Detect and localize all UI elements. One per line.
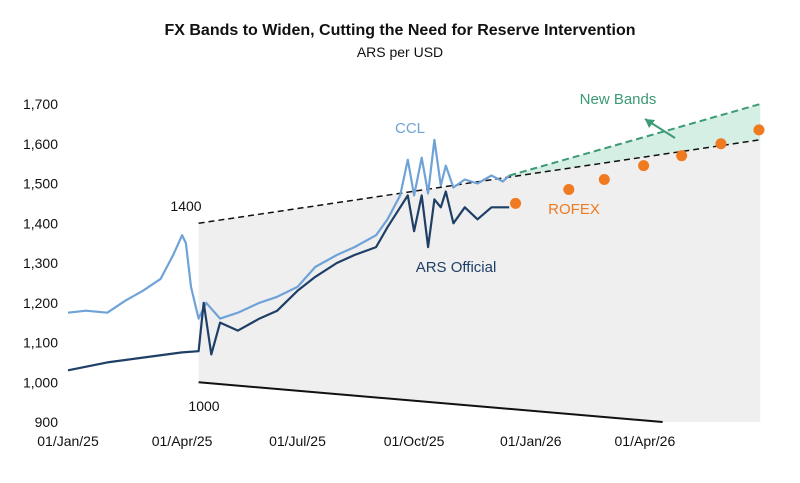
y-tick-label: 1,400 [23,215,58,231]
rofex-point [510,197,522,209]
y-tick-label: 1,700 [23,96,58,112]
rofex-point [715,138,727,150]
band-region [198,139,761,422]
x-tick-label: 01/Apr/26 [615,433,676,449]
chart-subtitle: ARS per USD [356,44,444,60]
rofex-point [753,124,765,136]
x-tick-label: 01/Jul/25 [269,433,326,449]
y-tick-label: 1,200 [23,295,58,311]
rofex-label: ROFEX [548,201,600,218]
rofex-point [638,160,650,172]
x-tick-label: 01/Jan/26 [500,433,562,449]
rofex-point [598,174,610,186]
rofex-point [563,183,575,195]
new-bands-label: New Bands [580,91,657,108]
ars-official-line [67,190,510,372]
chart-title: FX Bands to Widen, Cutting the Need for … [164,22,636,39]
x-tick-label: 01/Oct/25 [384,433,445,449]
new-band-region [509,104,761,178]
ccl-line [67,138,510,320]
y-tick-label: 1,500 [23,176,58,192]
y-tick-label: 900 [35,414,59,430]
upper-band-start-label: 1400 [170,198,201,214]
x-tick-label: 01/Apr/25 [152,433,213,449]
y-tick-label: 1,000 [23,374,58,390]
rofex-point [676,150,688,162]
y-tick-label: 1,600 [23,136,58,152]
y-tick-label: 1,300 [23,255,58,271]
ars-official-label: ARS Official [416,259,497,276]
lower-band-line [198,381,663,423]
ccl-label: CCL [395,120,425,137]
lower-band-start-label: 1000 [188,398,219,414]
new-bands-arrow-head [645,119,655,128]
y-tick-label: 1,100 [23,335,58,351]
x-tick-label: 01/Jan/25 [37,433,99,449]
